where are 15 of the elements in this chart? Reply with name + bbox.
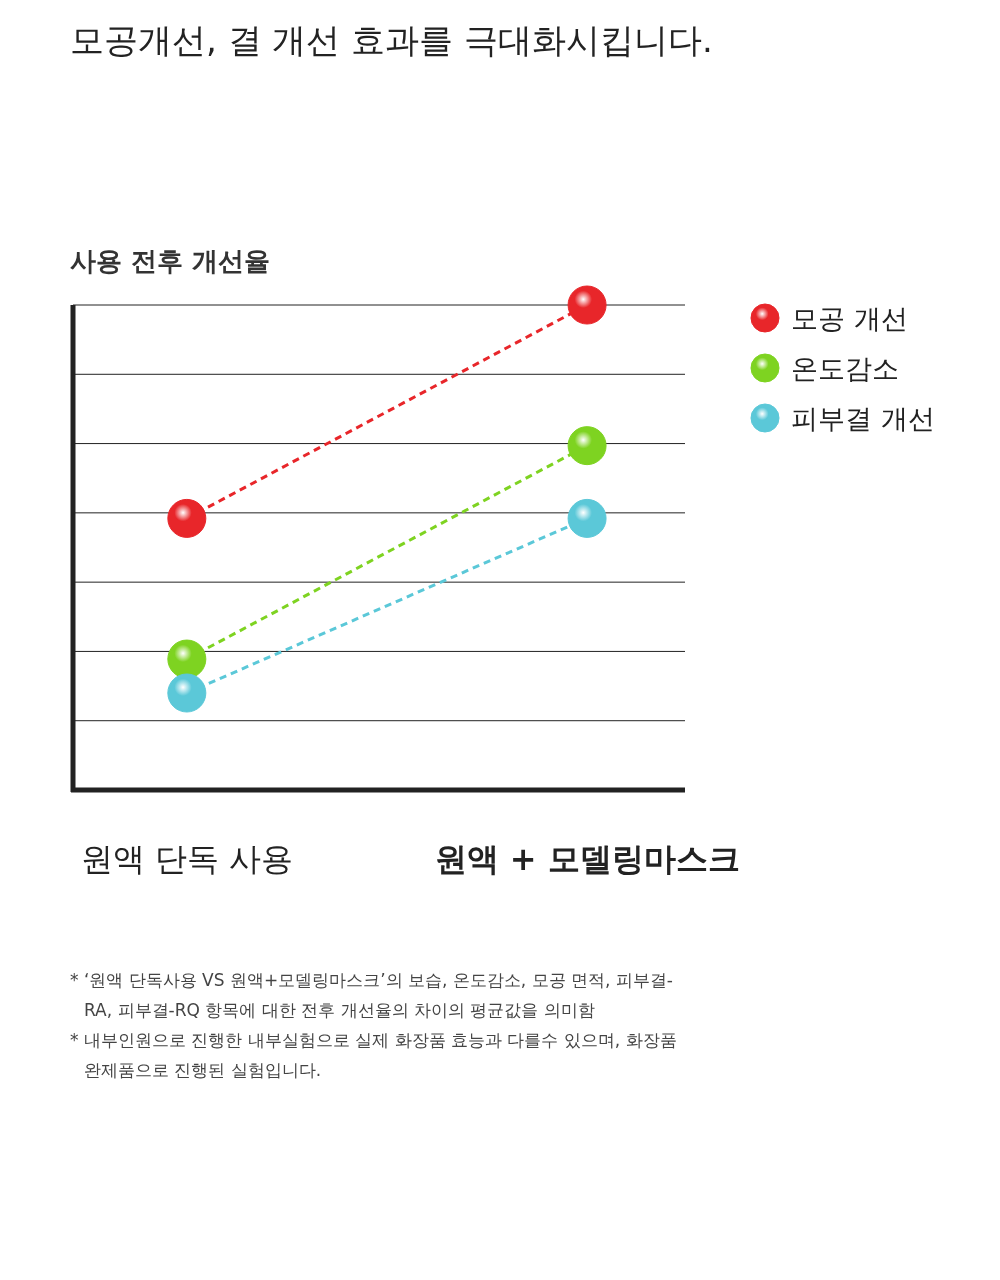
- x-tick-label: 원액 + 모델링마스크: [434, 840, 740, 878]
- point: [567, 426, 607, 466]
- point: [567, 498, 607, 538]
- text: * 내부인원으로 진행한 내부실험으로 실제 화장품 효능과 다를수 있으며, 화장품 완제품으로 진행된 실험입니다.: [70, 1029, 678, 1082]
- point: [167, 498, 207, 538]
- point: [167, 639, 207, 679]
- chart-subtitle: 사용 전후 개선율: [70, 245, 271, 278]
- x-tick-label: 원액 단독 사용: [80, 840, 293, 878]
- point: [567, 285, 607, 325]
- text: * ‘원액 단독사용 VS 원액+모델링마스크’의 보습, 온도감소, 모공 면적, 피부결-RA, 피부결-RQ 항목에 대한 전후 개선율의 차이의 평균값을 의미함: [70, 969, 674, 1022]
- legend-label: 모공 개선: [791, 303, 908, 334]
- legend-label: 피부결 개선: [791, 403, 935, 434]
- point: [167, 673, 207, 713]
- chart-title: 모공개선, 결 개선 효과를 극대화시킵니다.: [70, 19, 713, 62]
- legend-label: 온도감소: [791, 353, 899, 384]
